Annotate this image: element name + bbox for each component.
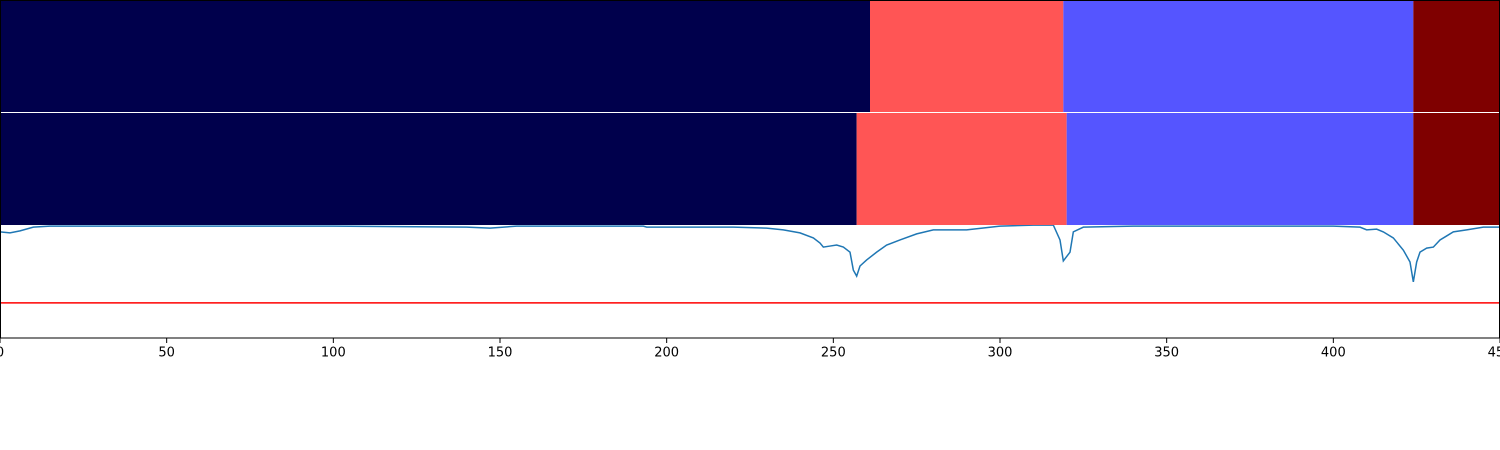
x-tick-label: 150: [488, 346, 513, 361]
x-tick-label: 100: [321, 346, 346, 361]
x-tick-label: 400: [1321, 346, 1346, 361]
segment: [870, 0, 1064, 112]
segment: [1413, 113, 1500, 225]
segment: [1063, 0, 1414, 112]
x-tick-label: 350: [1154, 346, 1179, 361]
x-tick-label: 0: [0, 346, 4, 361]
segment: [0, 0, 870, 112]
x-tick-label: 450: [1488, 346, 1500, 361]
segment: [0, 113, 857, 225]
segment: [1413, 0, 1500, 112]
segment: [1066, 113, 1414, 225]
x-tick-label: 300: [988, 346, 1013, 361]
x-tick-label: 50: [158, 346, 175, 361]
segment: [856, 113, 1067, 225]
x-tick-label: 250: [821, 346, 846, 361]
data-line: [0, 224, 1500, 283]
x-tick-label: 200: [654, 346, 679, 361]
